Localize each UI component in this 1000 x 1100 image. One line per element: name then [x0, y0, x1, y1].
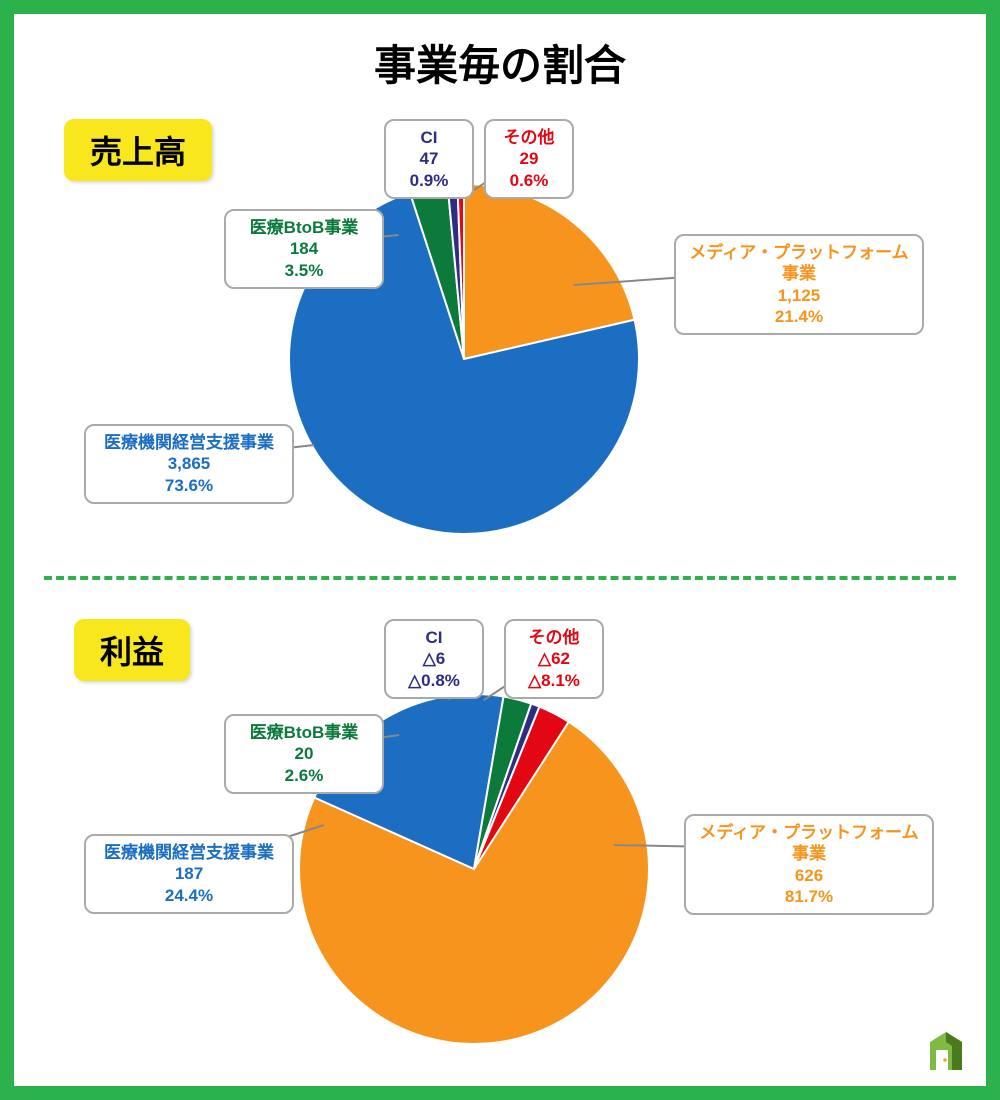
callout-4: その他290.6%: [484, 119, 574, 199]
callout-1: 医療機関経営支援事業18724.4%: [84, 834, 294, 914]
callout-2: 医療BtoB事業1843.5%: [224, 209, 384, 289]
chart-frame: 事業毎の割合 売上高 利益 メディア・プラットフォーム事業1,12521.4%医…: [0, 0, 1000, 1100]
callout-2: 医療BtoB事業202.6%: [224, 714, 384, 794]
callout-3: CI△6△0.8%: [384, 619, 484, 699]
callout-0: メディア・プラットフォーム事業62681.7%: [684, 814, 934, 915]
callout-0: メディア・プラットフォーム事業1,12521.4%: [674, 234, 924, 335]
callout-1: 医療機関経営支援事業3,86573.6%: [84, 424, 294, 504]
callout-3: CI470.9%: [384, 119, 474, 199]
callout-4: その他△62△8.1%: [504, 619, 604, 699]
logo-icon: [922, 1028, 970, 1076]
